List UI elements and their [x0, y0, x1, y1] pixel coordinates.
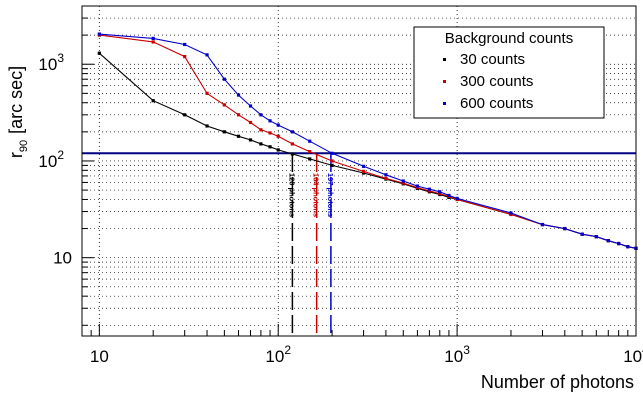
y-axis-title-unit: [arc sec]	[6, 66, 26, 134]
data-point	[580, 232, 584, 236]
x-tick-label: 103	[444, 343, 470, 366]
data-point	[330, 159, 334, 163]
data-point	[509, 211, 513, 215]
y-axis-title-sub: 90	[18, 140, 30, 152]
data-point	[205, 53, 209, 57]
y-axis-title-main: r	[6, 152, 26, 158]
data-point	[183, 42, 187, 47]
data-point	[308, 149, 312, 154]
data-point	[259, 142, 263, 146]
data-point	[447, 193, 451, 198]
data-point	[617, 241, 621, 246]
data-point	[248, 104, 253, 108]
data-point	[540, 222, 545, 227]
data-point	[438, 191, 442, 196]
data-point	[427, 187, 432, 191]
data-point	[248, 120, 253, 125]
legend-entry: 300 counts	[460, 73, 533, 90]
legend-marker	[443, 58, 446, 61]
data-point	[594, 235, 598, 239]
legend-marker	[443, 102, 446, 105]
data-point	[563, 226, 567, 231]
x-axis-title: Number of photons	[481, 372, 634, 392]
legend: Background counts 30 counts 300 counts 600…	[413, 26, 605, 119]
data-point	[236, 93, 241, 97]
legend-entry: 30 counts	[460, 51, 525, 68]
data-point	[151, 40, 155, 44]
data-point	[401, 181, 405, 185]
photon-marker-label: 197 photons	[326, 173, 335, 217]
plot-frame	[81, 5, 637, 337]
photon-marker-label: 120 photons	[287, 173, 296, 217]
legend-marker	[443, 80, 446, 83]
photon-marker-label: 164 photons	[312, 173, 321, 217]
data-point	[308, 139, 312, 143]
data-point	[222, 103, 226, 107]
data-point	[276, 134, 280, 138]
data-point	[401, 179, 405, 183]
data-point	[438, 190, 442, 194]
data-point	[236, 134, 241, 138]
data-point	[276, 148, 280, 152]
data-point	[222, 77, 226, 81]
photon-markers: 120 photons 164 photons 197 photons	[287, 154, 335, 336]
data-point	[151, 36, 155, 40]
data-point	[268, 131, 272, 135]
data-point	[427, 189, 432, 193]
svg-text:r90[arc sec]: r90 [arc sec]	[6, 66, 30, 158]
data-point	[183, 54, 187, 59]
data-point	[205, 91, 209, 95]
data-point	[290, 152, 294, 156]
data-point	[248, 138, 253, 142]
data-point	[205, 124, 209, 128]
data-point	[276, 123, 280, 127]
data-point	[97, 32, 101, 36]
data-point	[183, 113, 187, 117]
x-tick-label: 10	[90, 347, 109, 366]
data-point	[259, 128, 263, 132]
data-point	[606, 239, 610, 243]
data-point	[290, 142, 294, 146]
data-point	[222, 130, 226, 134]
y-tick-label: 103	[38, 51, 64, 74]
data-point	[236, 113, 241, 117]
data-point	[268, 145, 272, 149]
data-point	[361, 171, 366, 175]
data-point	[268, 119, 272, 123]
data-point	[455, 196, 459, 201]
axis-ticks	[81, 5, 637, 336]
y-tick-label: 102	[38, 148, 64, 171]
x-tick-label: 102	[265, 343, 291, 366]
data-point	[259, 113, 263, 117]
data-point	[97, 51, 101, 55]
data-point	[151, 99, 155, 103]
data-point	[290, 130, 294, 134]
x-tick-label: 104	[623, 343, 643, 366]
data-point	[626, 245, 630, 249]
y-axis-title: r90 [arc sec]	[6, 66, 30, 158]
data-point	[415, 184, 420, 188]
data-point	[308, 157, 312, 161]
series-line	[99, 33, 637, 249]
data-point	[330, 163, 334, 167]
data-point	[384, 176, 388, 181]
tick-labels: 10 102 103 104 10 102 103	[38, 51, 643, 366]
y-tick-label: 10	[53, 249, 72, 268]
data-point	[361, 164, 366, 168]
data-point	[384, 173, 388, 177]
legend-entry: 600 counts	[460, 95, 533, 112]
legend-title: Background counts	[445, 30, 573, 47]
data-point	[330, 151, 334, 155]
data-point	[361, 169, 366, 173]
